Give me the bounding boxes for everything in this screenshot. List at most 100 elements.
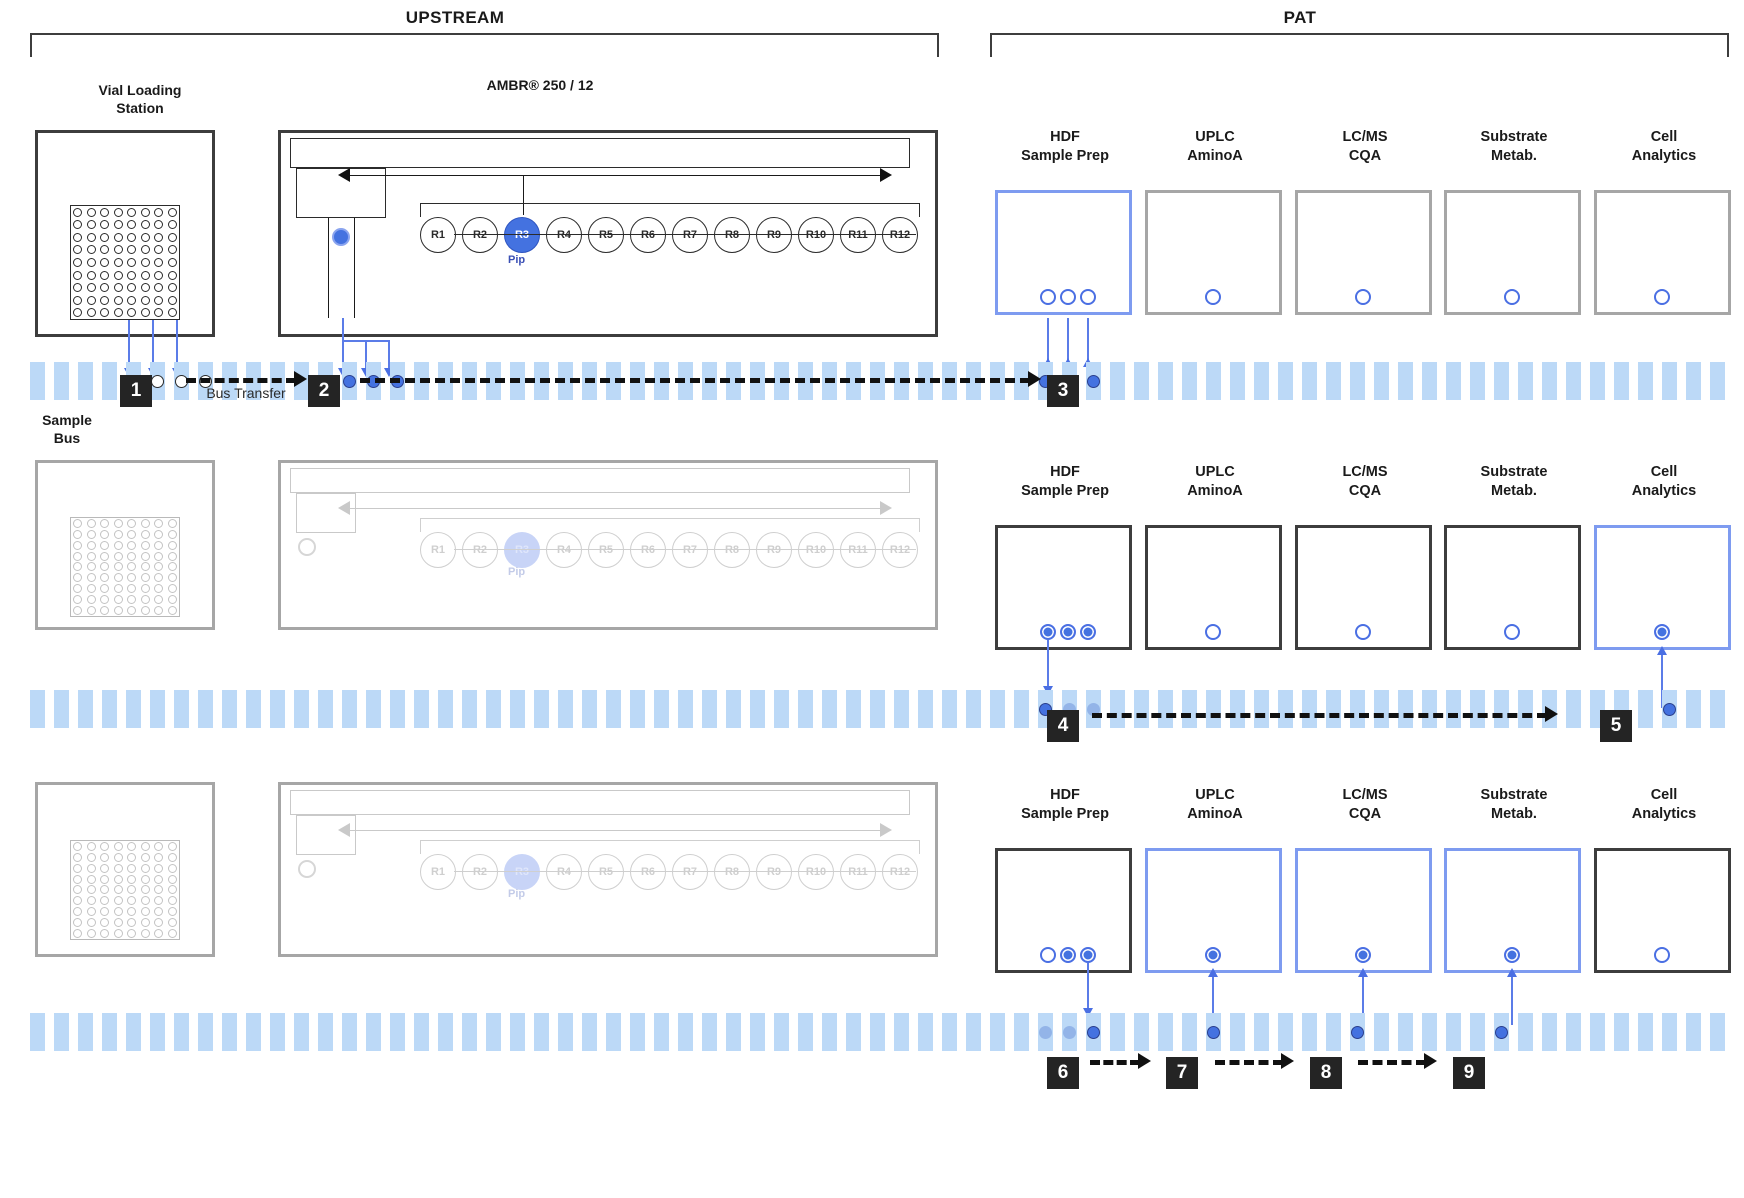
reactor-R9-r3[interactable]: R9 — [756, 854, 792, 890]
sample-bus-row2[interactable] — [30, 690, 1730, 728]
reactor-R11-r3[interactable]: R11 — [840, 854, 876, 890]
ambr-pipette-head-r1[interactable] — [332, 228, 350, 246]
reactor-R2-r3[interactable]: R2 — [462, 854, 498, 890]
reactor-R2[interactable]: R2 — [462, 217, 498, 253]
bus-slot[interactable] — [1062, 1013, 1077, 1051]
reactor-R10-r2[interactable]: R10 — [798, 532, 834, 568]
vial-rack-r3[interactable] — [70, 840, 180, 940]
ambr-track-arrow-left-r1 — [338, 168, 350, 182]
bus-slot[interactable] — [1086, 1013, 1101, 1051]
vial-loading-station-r3[interactable] — [35, 782, 215, 957]
bus-slot[interactable] — [1206, 1013, 1221, 1051]
sample-circle-uplc-r3[interactable] — [1205, 947, 1221, 963]
pat-box-cell-r2[interactable] — [1594, 525, 1731, 650]
sample-circle-substrate-r2[interactable] — [1504, 624, 1520, 640]
sample-circle-uplc-r1[interactable] — [1205, 289, 1221, 305]
reactor-R5-r2[interactable]: R5 — [588, 532, 624, 568]
step-badge-4[interactable]: 4 — [1047, 710, 1079, 742]
sample-circle-cell-r2[interactable] — [1654, 624, 1670, 640]
reactor-R3-r3[interactable]: R3 — [504, 854, 540, 890]
step-badge-1[interactable]: 1 — [120, 375, 152, 407]
reactor-R9[interactable]: R9 — [756, 217, 792, 253]
sample-circle-substrate-r1[interactable] — [1504, 289, 1520, 305]
sample-circle-substrate-r3[interactable] — [1504, 947, 1520, 963]
sample-circle-hdf-1-r1[interactable] — [1040, 289, 1056, 305]
vial-loading-station-r2[interactable] — [35, 460, 215, 630]
reactor-R3-r2[interactable]: R3 — [504, 532, 540, 568]
bus-slot[interactable] — [1350, 1013, 1365, 1051]
sample-circle-hdf-2-r2[interactable] — [1060, 624, 1076, 640]
reactor-R12[interactable]: R12 — [882, 217, 918, 253]
ambr-track-arrow-left-r2 — [338, 501, 350, 515]
reactor-R11-r2[interactable]: R11 — [840, 532, 876, 568]
step-badge-2[interactable]: 2 — [308, 375, 340, 407]
step-badge-6[interactable]: 6 — [1047, 1057, 1079, 1089]
reactor-R1[interactable]: R1 — [420, 217, 456, 253]
reactor-R6-r3[interactable]: R6 — [630, 854, 666, 890]
bus-slot[interactable] — [174, 362, 189, 400]
bus-slot[interactable] — [1086, 362, 1101, 400]
sample-circle-hdf-3-r2[interactable] — [1080, 624, 1096, 640]
reactor-R4-r2[interactable]: R4 — [546, 532, 582, 568]
ambr-pipette-head-r2[interactable] — [298, 538, 316, 556]
reactor-R6[interactable]: R6 — [630, 217, 666, 253]
step-badge-3[interactable]: 3 — [1047, 375, 1079, 407]
sample-circle-lcms-r1[interactable] — [1355, 289, 1371, 305]
reactor-R12-r3[interactable]: R12 — [882, 854, 918, 890]
sample-bus-row3[interactable] — [30, 1013, 1730, 1051]
reactor-R4[interactable]: R4 — [546, 217, 582, 253]
reactor-R1-r2[interactable]: R1 — [420, 532, 456, 568]
vial — [73, 207, 83, 217]
sample-bus-row1[interactable] — [30, 362, 1730, 400]
reactor-R7[interactable]: R7 — [672, 217, 708, 253]
ambr-pipette-head-r3[interactable] — [298, 860, 316, 878]
reactor-R7-r3[interactable]: R7 — [672, 854, 708, 890]
sample-circle-cell-r3[interactable] — [1654, 947, 1670, 963]
reactor-R3[interactable]: R3 — [504, 217, 540, 253]
reactor-R8[interactable]: R8 — [714, 217, 750, 253]
reactor-R8-r3[interactable]: R8 — [714, 854, 750, 890]
vial-rack-r1[interactable] — [70, 205, 180, 320]
pipette-label-r1: Pip — [508, 254, 526, 266]
reactor-R9-r2[interactable]: R9 — [756, 532, 792, 568]
sample-circle-hdf-2-r3[interactable] — [1060, 947, 1076, 963]
reactor-R2-r2[interactable]: R2 — [462, 532, 498, 568]
reactor-R4-r3[interactable]: R4 — [546, 854, 582, 890]
reactor-R10[interactable]: R10 — [798, 217, 834, 253]
vial-loading-station-r1[interactable] — [35, 130, 215, 337]
sample-circle-uplc-r2[interactable] — [1205, 624, 1221, 640]
reactor-R7-r2[interactable]: R7 — [672, 532, 708, 568]
reactor-R6-r2[interactable]: R6 — [630, 532, 666, 568]
sample-circle-hdf-3-r1[interactable] — [1080, 289, 1096, 305]
bus-slot[interactable] — [1662, 690, 1677, 728]
reactor-R5[interactable]: R5 — [588, 217, 624, 253]
sample-circle-cell-r1[interactable] — [1654, 289, 1670, 305]
step-badge-8[interactable]: 8 — [1310, 1057, 1342, 1089]
reactor-R11[interactable]: R11 — [840, 217, 876, 253]
bus-slot[interactable] — [150, 362, 165, 400]
sample-circle-lcms-r2[interactable] — [1355, 624, 1371, 640]
ambr-pipette-line-a-r1 — [328, 218, 329, 318]
pat-box-uplc-r2[interactable] — [1145, 525, 1282, 650]
reactor-bar-r2 — [420, 518, 920, 532]
reactor-R12-r2[interactable]: R12 — [882, 532, 918, 568]
sample-circle-hdf-2-r1[interactable] — [1060, 289, 1076, 305]
pat-box-substrate-r2[interactable] — [1444, 525, 1581, 650]
sample-circle-hdf-1-r2[interactable] — [1040, 624, 1056, 640]
sample-circle-hdf-1-r3[interactable] — [1040, 947, 1056, 963]
step-badge-5[interactable]: 5 — [1600, 710, 1632, 742]
sample-circle-lcms-r3[interactable] — [1355, 947, 1371, 963]
bus-slot[interactable] — [1494, 1013, 1509, 1051]
sample-circle-hdf-3-r3[interactable] — [1080, 947, 1096, 963]
step-badge-9[interactable]: 9 — [1453, 1057, 1485, 1089]
reactor-R5-r3[interactable]: R5 — [588, 854, 624, 890]
bus-slot[interactable] — [1038, 1013, 1053, 1051]
ambr-track-arrow-right-r2 — [880, 501, 892, 515]
bus-slot[interactable] — [1086, 690, 1101, 728]
reactor-R10-r3[interactable]: R10 — [798, 854, 834, 890]
step-badge-7[interactable]: 7 — [1166, 1057, 1198, 1089]
vial-rack-r2[interactable] — [70, 517, 180, 617]
reactor-R1-r3[interactable]: R1 — [420, 854, 456, 890]
reactor-R8-r2[interactable]: R8 — [714, 532, 750, 568]
bus-slot[interactable] — [342, 362, 357, 400]
